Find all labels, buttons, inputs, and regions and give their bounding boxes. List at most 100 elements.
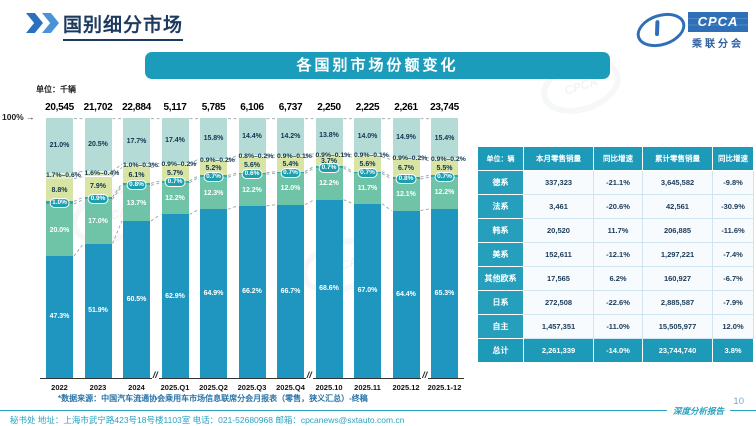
table-cell: 206,885 [642, 218, 713, 243]
segment-german [277, 118, 304, 155]
x-axis-label: 2025.Q4 [276, 383, 305, 392]
table-cell: 11.7% [593, 218, 643, 243]
label-japanese: 17.0% [88, 217, 108, 225]
label-other-european: 0.7% [280, 167, 301, 178]
table-cell: 1,457,351 [523, 314, 594, 339]
bar-2025.Q2: 15.8% 0.9%–0.2% 5.2% 0.7% 12.3% 64.9% 5,785 202… [199, 102, 235, 392]
label-american: 5.5% [436, 164, 453, 172]
segment-french [431, 158, 458, 159]
segment-american [315, 156, 343, 167]
label-japanese: 20.0% [49, 226, 70, 234]
label-korean-french: 0.9%–0.2% [200, 157, 235, 164]
label-korean-french: 0.9%–0.2% [161, 161, 197, 169]
segment-german [315, 118, 343, 154]
segment-japanese [46, 204, 73, 257]
row-header-german: 德系 [477, 170, 524, 195]
segment-french [392, 156, 420, 158]
chart-title: 各国别市场份额变化 [145, 52, 610, 79]
segment-domestic [123, 220, 150, 379]
label-american: 6.7% [398, 164, 414, 172]
segment-japanese [161, 182, 189, 215]
axis-break-mark: // [421, 370, 429, 380]
bar-2023: 20.5% 1.6%–0.4% 7.9% 0.9% 17.0% 51.9% 21,702 20… [84, 102, 120, 392]
segment-german [161, 118, 189, 164]
label-korean-french: 0.9%–0.2% [431, 155, 466, 163]
label-korean-french: 1.6%–0.4% [84, 170, 120, 178]
label-other-european: 0.8% [126, 179, 147, 190]
segment-american [46, 178, 73, 202]
segment-german [123, 118, 150, 165]
segment-korean [46, 174, 73, 179]
x-axis-label: 2025.Q2 [199, 383, 228, 392]
table-cell: -7.4% [712, 242, 754, 267]
table-row-japanese: 日系 272,508 -22.6% 2,885,587 -7.9% [477, 290, 754, 315]
table-cell: -22.6% [593, 290, 643, 315]
segment-korean [200, 159, 227, 162]
bar-2025.Q4: 14.2% 0.9%–0.1% 5.4% 0.7% 12.0% 66.7% 6,737 202… [276, 102, 312, 392]
bar-total: 5,117 [163, 102, 187, 113]
x-axis-label: 2024 [128, 383, 145, 392]
label-domestic: 62.9% [165, 292, 185, 300]
label-other-european: 0.7% [357, 167, 378, 178]
label-japanese: 11.7% [357, 185, 378, 193]
label-domestic: 67.0% [357, 287, 378, 295]
label-domestic: 65.3% [434, 289, 455, 297]
y-axis-100-label: 100% → [2, 112, 35, 122]
bar-total: 21,702 [83, 102, 113, 113]
bar-2025.1-12: 15.4% 0.9%–0.2% 5.5% 0.7% 12.2% 65.3% 23,745 20… [428, 102, 466, 392]
data-source-footnote: *数据来源：中国汽车流通协会乘用车市场信息联席分会月报表（零售，狭义汇总）-终稿 [58, 394, 368, 403]
table-column-header: 同比增速 [593, 146, 643, 171]
bar-total: 6,106 [240, 102, 264, 113]
table-column-header: 累计零售销量 [642, 146, 713, 171]
label-american: 5.4% [282, 161, 299, 169]
segment-german [238, 118, 266, 156]
label-german: 14.4% [242, 133, 262, 141]
bar-2024: 17.7% 1.0%–0.3% 6.1% 0.8% 13.7% 60.5% 22,884 20… [122, 102, 158, 392]
table-cell: 3,645,582 [642, 170, 713, 195]
bar-2025.Q1: 17.4% 0.9%–0.2% 5.7% 0.7% 12.2% 62.9% 5,117 202… [161, 102, 197, 392]
label-other-european: 0.7% [318, 162, 340, 173]
x-axis-label: 2025.10 [315, 383, 343, 392]
table-cell: 160,927 [642, 266, 713, 291]
segment-german [354, 118, 381, 155]
label-japanese: 12.3% [203, 189, 224, 197]
bar-total: 5,785 [201, 102, 226, 113]
page-number: 10 [733, 396, 744, 407]
segment-domestic [277, 204, 304, 378]
cpca-logo-text: CPCA [688, 12, 748, 32]
bar-total: 22,884 [122, 102, 151, 113]
label-german: 14.9% [396, 133, 416, 141]
label-korean-french: 1.7%–0.6% [46, 172, 81, 180]
row-header-american: 美系 [477, 242, 524, 267]
segment-french [238, 155, 266, 156]
table-cell: -12.1% [593, 242, 643, 267]
segment-korean [392, 157, 420, 160]
label-american: 5.7% [167, 170, 183, 177]
x-axis-label: 2025.Q3 [237, 383, 267, 392]
label-german: 14.2% [280, 132, 301, 140]
segment-japanese [200, 177, 227, 210]
bar-total: 2,261 [394, 102, 418, 113]
bar-total: 2,250 [317, 102, 341, 113]
table-cell: 20,520 [523, 218, 594, 243]
segment-german [46, 118, 73, 173]
segment-domestic [392, 210, 420, 378]
segment-american [84, 176, 112, 198]
table-unit-label: 单位：辆 [477, 146, 524, 171]
label-japanese: 12.2% [434, 189, 455, 197]
stacked-bar-chart: 21.0% 1.7%–0.6% 8.8% 1.0% 20.0% 47.3% 20,545 20… [40, 102, 466, 392]
x-axis-label: 2025.1-12 [427, 383, 462, 392]
segment-japanese [354, 173, 381, 204]
segment-korean [238, 155, 266, 159]
segment-domestic [315, 199, 343, 378]
label-domestic: 66.2% [242, 288, 262, 296]
chevron-icon [42, 13, 59, 33]
segment-korean [84, 172, 112, 177]
table-cell: -9.8% [712, 170, 754, 195]
segment-german [431, 118, 458, 159]
axis-break-mark: // [151, 370, 159, 380]
label-japanese: 12.2% [319, 180, 339, 188]
footer-report-label: 深度分析报告 [666, 405, 730, 417]
segment-french [46, 172, 73, 175]
